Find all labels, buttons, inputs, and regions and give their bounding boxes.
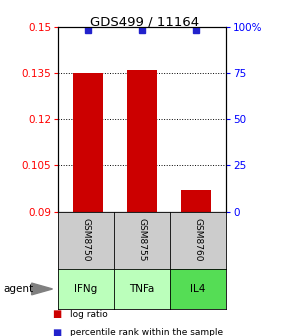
Bar [73,73,103,212]
Bar [182,190,211,212]
Text: ■: ■ [52,328,61,336]
Text: GSM8750: GSM8750 [81,218,90,262]
Text: ■: ■ [52,309,61,319]
Text: IL4: IL4 [191,284,206,294]
Text: percentile rank within the sample: percentile rank within the sample [70,328,223,336]
Text: GDS499 / 11164: GDS499 / 11164 [90,15,200,28]
Text: TNFa: TNFa [129,284,155,294]
Bar [127,70,157,212]
Polygon shape [32,283,52,295]
Text: GSM8755: GSM8755 [137,218,147,262]
Text: log ratio: log ratio [70,310,107,319]
Text: IFNg: IFNg [75,284,98,294]
Text: agent: agent [3,284,33,294]
Text: GSM8760: GSM8760 [194,218,203,262]
